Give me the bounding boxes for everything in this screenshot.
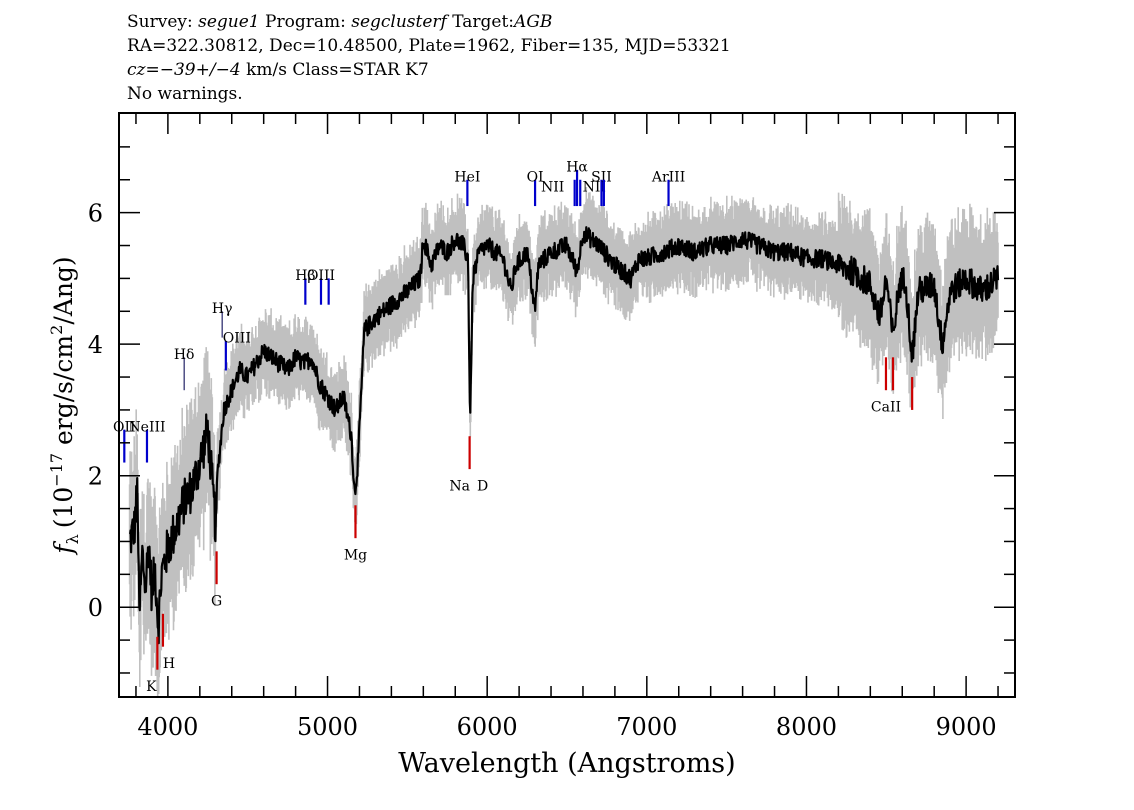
error-band-path [128, 187, 999, 696]
cz-value: −39+/−4 [159, 60, 241, 80]
program-label: Program: [265, 12, 346, 32]
program-value: segclusterf [351, 12, 447, 32]
x-tick-label: 4000 [137, 713, 198, 741]
y-axis-unit: erg/s/cm [49, 335, 78, 453]
cz-unit: km/s Class=STAR K7 [246, 60, 429, 80]
marker-label-12: NII [583, 179, 606, 195]
y-tick-label: 2 [88, 463, 103, 491]
marker-label-18: G [211, 594, 222, 610]
header-line-3: cz=−39+/−4 km/s Class=STAR K7 [127, 58, 731, 82]
target-label: Target: [452, 12, 515, 32]
y-axis-subscript: λ [63, 534, 82, 544]
x-tick-label: 9000 [936, 713, 997, 741]
marker-label-6: OIII [307, 268, 335, 284]
y-tick-label: 6 [88, 200, 103, 228]
marker-label-22: CaII [871, 400, 901, 416]
marker-label-3: Hγ [212, 301, 233, 317]
marker-label-11: Hα [566, 160, 588, 176]
x-tick-label: 6000 [457, 713, 518, 741]
marker-label-10: NII [541, 179, 564, 195]
flux-series [129, 226, 1000, 645]
y-axis-suffix: /Ang) [49, 256, 78, 324]
cz-label: cz= [127, 60, 160, 80]
survey-value: segue1 [198, 12, 260, 32]
plot-frame [118, 112, 1016, 698]
x-tick-label: 5000 [297, 713, 358, 741]
marker-label-19: Mg [344, 548, 367, 564]
survey-label: Survey: [127, 12, 193, 32]
header-line-1: Survey: segue1 Program: segclusterf Targ… [127, 10, 731, 34]
marker-label-17: H [163, 656, 175, 672]
marker-label-9: OI [527, 169, 544, 185]
error-band [128, 187, 999, 696]
spectrum-header: Survey: segue1 Program: segclusterf Targ… [127, 10, 731, 106]
y-axis-prefix: (10 [49, 487, 78, 529]
marker-label-4: OIII [223, 331, 251, 347]
marker-label-13: SII [591, 169, 612, 185]
marker-label-20: Na [449, 479, 470, 495]
marker-label-1: NeIII [128, 419, 165, 435]
y-axis-label: fλ (10−17 erg/s/cm2/Ang) [47, 256, 82, 555]
marker-label-5: Hβ [295, 268, 315, 284]
marker-label-16: K [146, 679, 157, 695]
y-axis-symbol: f [49, 541, 78, 556]
flux-line [129, 226, 1000, 645]
header-line-2: RA=322.30812, Dec=10.48500, Plate=1962, … [127, 36, 731, 56]
y-axis-exponent: −17 [47, 453, 66, 487]
axis-ticks: 4000 5000 6000 7000 8000 9000 0 2 4 6 [88, 114, 1014, 741]
x-tick-label: 8000 [776, 713, 837, 741]
y-tick-label: 4 [88, 331, 103, 359]
y-axis-exponent-2: 2 [47, 325, 66, 335]
marker-label-2: Hδ [174, 347, 195, 363]
x-axis-label: Wavelength (Angstroms) [398, 748, 735, 779]
target-value: AGB [514, 12, 553, 32]
x-tick-label: 7000 [616, 713, 677, 741]
marker-label-15: ArIII [651, 169, 685, 185]
header-line-4: No warnings. [127, 84, 243, 104]
marker-label-21: D [477, 479, 488, 495]
y-tick-label: 0 [88, 594, 103, 622]
marker-label-8: HeI [454, 169, 480, 185]
